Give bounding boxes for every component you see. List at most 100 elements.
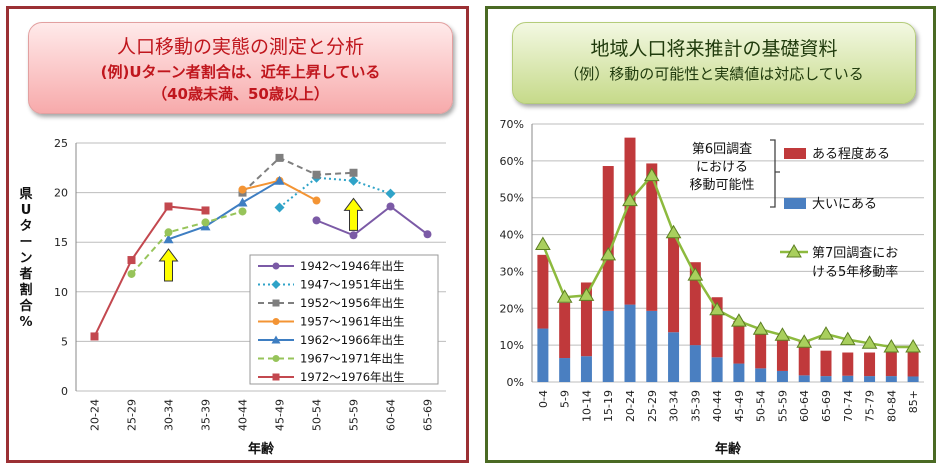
right-bar-segment — [537, 328, 549, 382]
right-bar-segment — [559, 302, 571, 359]
left-y-tick-label: 25 — [54, 137, 68, 150]
left-legend-marker — [272, 355, 280, 362]
left-y-tick-label: 15 — [54, 236, 68, 249]
left-data-point — [127, 269, 136, 278]
right-bar-segment — [755, 329, 767, 369]
left-legend-marker — [271, 280, 281, 289]
yellow-up-arrow-icon — [343, 197, 364, 231]
right-bar-segment — [602, 166, 614, 311]
right-legend-swatch — [784, 198, 806, 209]
right-x-tick-label: 25-29 — [646, 390, 659, 422]
right-title-box: 地域人口将来推計の基礎資料 （例）移動の可能性と実績値は対応している — [512, 22, 916, 104]
left-legend — [249, 254, 439, 385]
right-overlay-marker — [883, 338, 900, 353]
right-bar-segment — [798, 341, 810, 376]
left-series-4 — [163, 175, 285, 244]
left-legend-marker — [271, 335, 281, 344]
left-title-box: 人口移動の実態の測定と分析 (例)Uターン者割合は、近年上昇している （40歳未… — [28, 22, 453, 114]
right-overlay-marker — [556, 289, 573, 303]
right-overlay-marker — [709, 301, 725, 316]
left-data-point — [127, 256, 136, 265]
right-bar-segment — [907, 352, 919, 377]
right-overlay-marker — [752, 321, 769, 335]
left-data-point — [386, 202, 395, 211]
right-legend-swatch — [784, 148, 806, 159]
right-bar-segment — [537, 254, 549, 329]
right-bar-segment — [689, 345, 701, 382]
right-bar-segment — [580, 282, 592, 357]
right-bar-segment — [820, 350, 832, 377]
right-bar-segment — [559, 358, 571, 382]
right-x-tick-label: 85+ — [907, 390, 920, 413]
right-group-label: 第6回調査 — [692, 142, 752, 157]
left-x-tick-label: 55-59 — [348, 399, 361, 431]
left-data-point — [312, 170, 321, 179]
right-x-tick-label: 5-9 — [559, 390, 572, 408]
left-x-axis-title: 年齢 — [248, 441, 275, 457]
left-legend-entry: 1967～1971年出生 — [300, 352, 405, 366]
right-bar-segment — [885, 352, 897, 377]
right-bar-segment — [711, 297, 723, 358]
right-y-tick-label: 20% — [500, 302, 524, 315]
left-x-tick-label: 65-69 — [422, 399, 435, 431]
right-overlay-legend-line1: 第7回調査にお — [812, 246, 898, 261]
left-legend-entry: 1957～1961年出生 — [300, 315, 405, 329]
left-data-point — [275, 153, 284, 162]
left-data-point — [164, 202, 173, 211]
right-y-tick-label: 0% — [507, 376, 524, 389]
right-bar-segment — [776, 370, 788, 382]
right-group-label: における — [696, 160, 748, 175]
right-bar-segment — [689, 262, 701, 346]
left-x-tick-label: 35-39 — [200, 399, 213, 431]
left-data-point — [385, 188, 396, 199]
right-x-tick-label: 20-24 — [624, 390, 637, 422]
right-x-tick-label: 10-14 — [580, 390, 593, 422]
left-data-point — [349, 168, 358, 177]
right-overlay-marker — [818, 326, 834, 340]
left-series-0 — [312, 202, 432, 240]
left-data-point — [274, 202, 285, 213]
right-group-bracket — [770, 139, 780, 208]
right-bar-segment — [646, 310, 658, 382]
left-subtitle-2: （40歳未満、50歳以上） — [152, 85, 329, 103]
left-series-line — [93, 205, 206, 337]
right-y-tick-label: 10% — [500, 339, 524, 352]
right-bar-segment — [711, 357, 723, 382]
right-bar-segment — [668, 236, 680, 333]
left-legend-marker — [272, 299, 280, 307]
right-bar-segment — [776, 335, 788, 371]
right-overlay-marker — [622, 192, 638, 207]
right-legend-entry: 大いにある — [812, 197, 877, 212]
right-title: 地域人口将来推計の基礎資料 — [590, 38, 838, 60]
right-x-tick-label: 80-84 — [885, 390, 898, 422]
left-series-5 — [127, 207, 247, 278]
left-data-point — [201, 218, 210, 227]
right-x-tick-label: 70-74 — [842, 390, 855, 422]
left-data-point — [238, 185, 247, 194]
right-bar-segment — [602, 310, 614, 382]
right-bar-segment — [733, 363, 745, 382]
right-bar-segment — [668, 332, 680, 382]
right-overlay-marker — [905, 338, 921, 353]
right-overlay-marker — [578, 287, 595, 301]
left-x-tick-label: 30-34 — [163, 399, 176, 431]
left-data-point — [274, 175, 285, 185]
right-x-tick-label: 30-34 — [668, 390, 681, 422]
right-overlay-marker — [861, 335, 878, 349]
right-bar-segment — [820, 376, 832, 382]
left-series-line — [241, 156, 354, 194]
right-bar-segment — [885, 376, 897, 382]
right-overlay-marker — [731, 313, 747, 327]
right-bar-segment — [755, 368, 767, 382]
left-data-point — [201, 206, 210, 215]
right-bar-segment — [864, 352, 876, 377]
right-bar-segment — [907, 376, 919, 382]
right-x-tick-label: 65-69 — [820, 390, 833, 422]
left-legend-marker — [272, 318, 280, 325]
left-series-line — [130, 210, 243, 275]
left-data-point — [164, 228, 173, 237]
right-bar-segment — [580, 356, 592, 382]
right-y-tick-label: 70% — [500, 118, 524, 131]
